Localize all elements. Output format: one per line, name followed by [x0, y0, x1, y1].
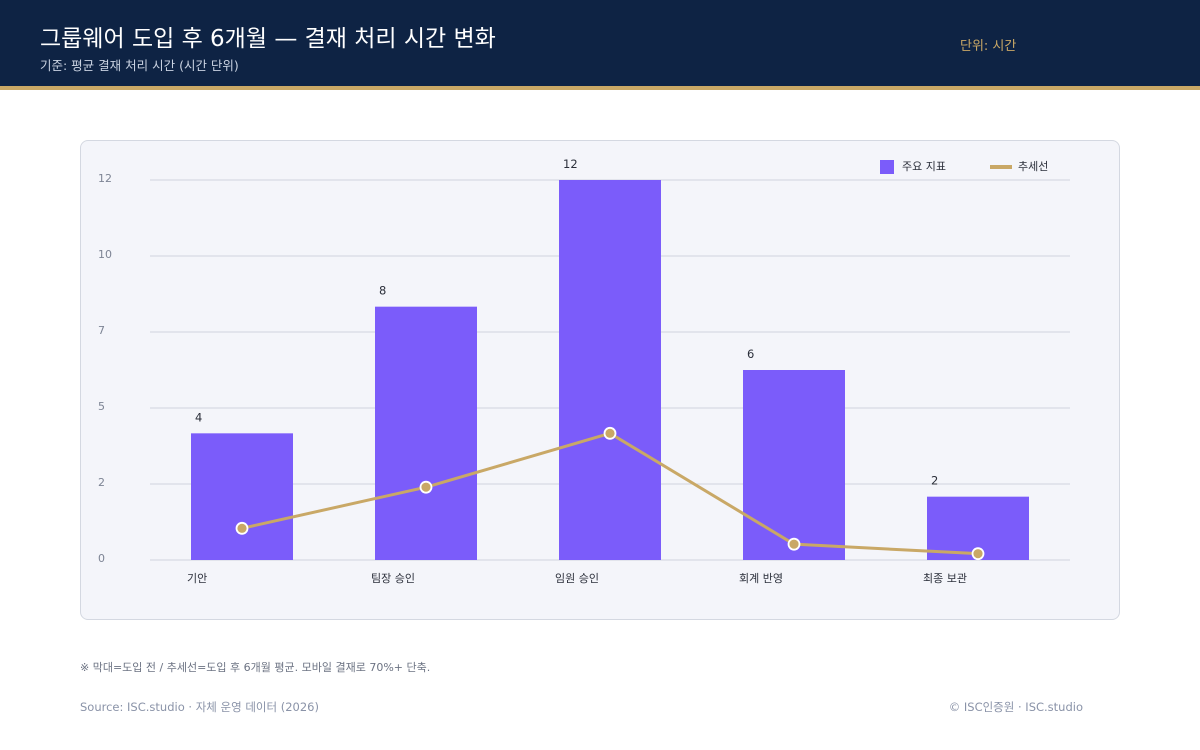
x-tick-label: 기안 — [187, 572, 207, 585]
legend-label-line: 추세선 — [1018, 160, 1048, 173]
data-label: 4 — [195, 410, 202, 424]
data-label: 6 — [747, 347, 754, 361]
y-tick-label: 10 — [98, 248, 112, 261]
bar — [191, 433, 293, 560]
source-note: Source: ISC.studio · 자체 운영 데이터 (2026) — [80, 700, 319, 714]
trend-point — [971, 547, 985, 561]
bar — [375, 306, 477, 560]
trend-point — [235, 521, 249, 535]
y-tick-label: 5 — [98, 400, 105, 413]
header-bar — [0, 0, 1200, 86]
trend-point — [603, 426, 617, 440]
legend-label-bar: 주요 지표 — [902, 160, 946, 173]
bar — [743, 370, 845, 560]
legend-swatch-bar — [880, 160, 894, 174]
y-tick-label: 2 — [98, 476, 105, 489]
footnote: ※ 막대=도입 전 / 추세선=도입 후 6개월 평균. 모바일 결재로 70%… — [80, 661, 431, 674]
y-tick-label: 7 — [98, 324, 105, 337]
y-tick-label: 12 — [98, 172, 112, 185]
data-label: 2 — [931, 474, 938, 488]
x-tick-label: 회계 반영 — [739, 572, 783, 585]
x-tick-label: 임원 승인 — [555, 572, 599, 585]
header-accent-rule — [0, 86, 1200, 90]
page-title: 그룹웨어 도입 후 6개월 — 결재 처리 시간 변화 — [40, 26, 496, 52]
unit-label: 단위: 시간 — [960, 39, 1017, 54]
trend-point — [787, 537, 801, 551]
x-tick-label: 팀장 승인 — [371, 572, 415, 585]
trend-point — [419, 480, 433, 494]
y-tick-label: 0 — [98, 552, 105, 565]
bar — [559, 180, 661, 560]
data-label: 8 — [379, 284, 386, 298]
page-subtitle: 기준: 평균 결재 처리 시간 (시간 단위) — [40, 58, 239, 73]
copyright-note: © ISC인증원 · ISC.studio — [948, 700, 1083, 714]
x-tick-label: 최종 보관 — [923, 572, 967, 585]
data-label: 12 — [563, 157, 578, 171]
